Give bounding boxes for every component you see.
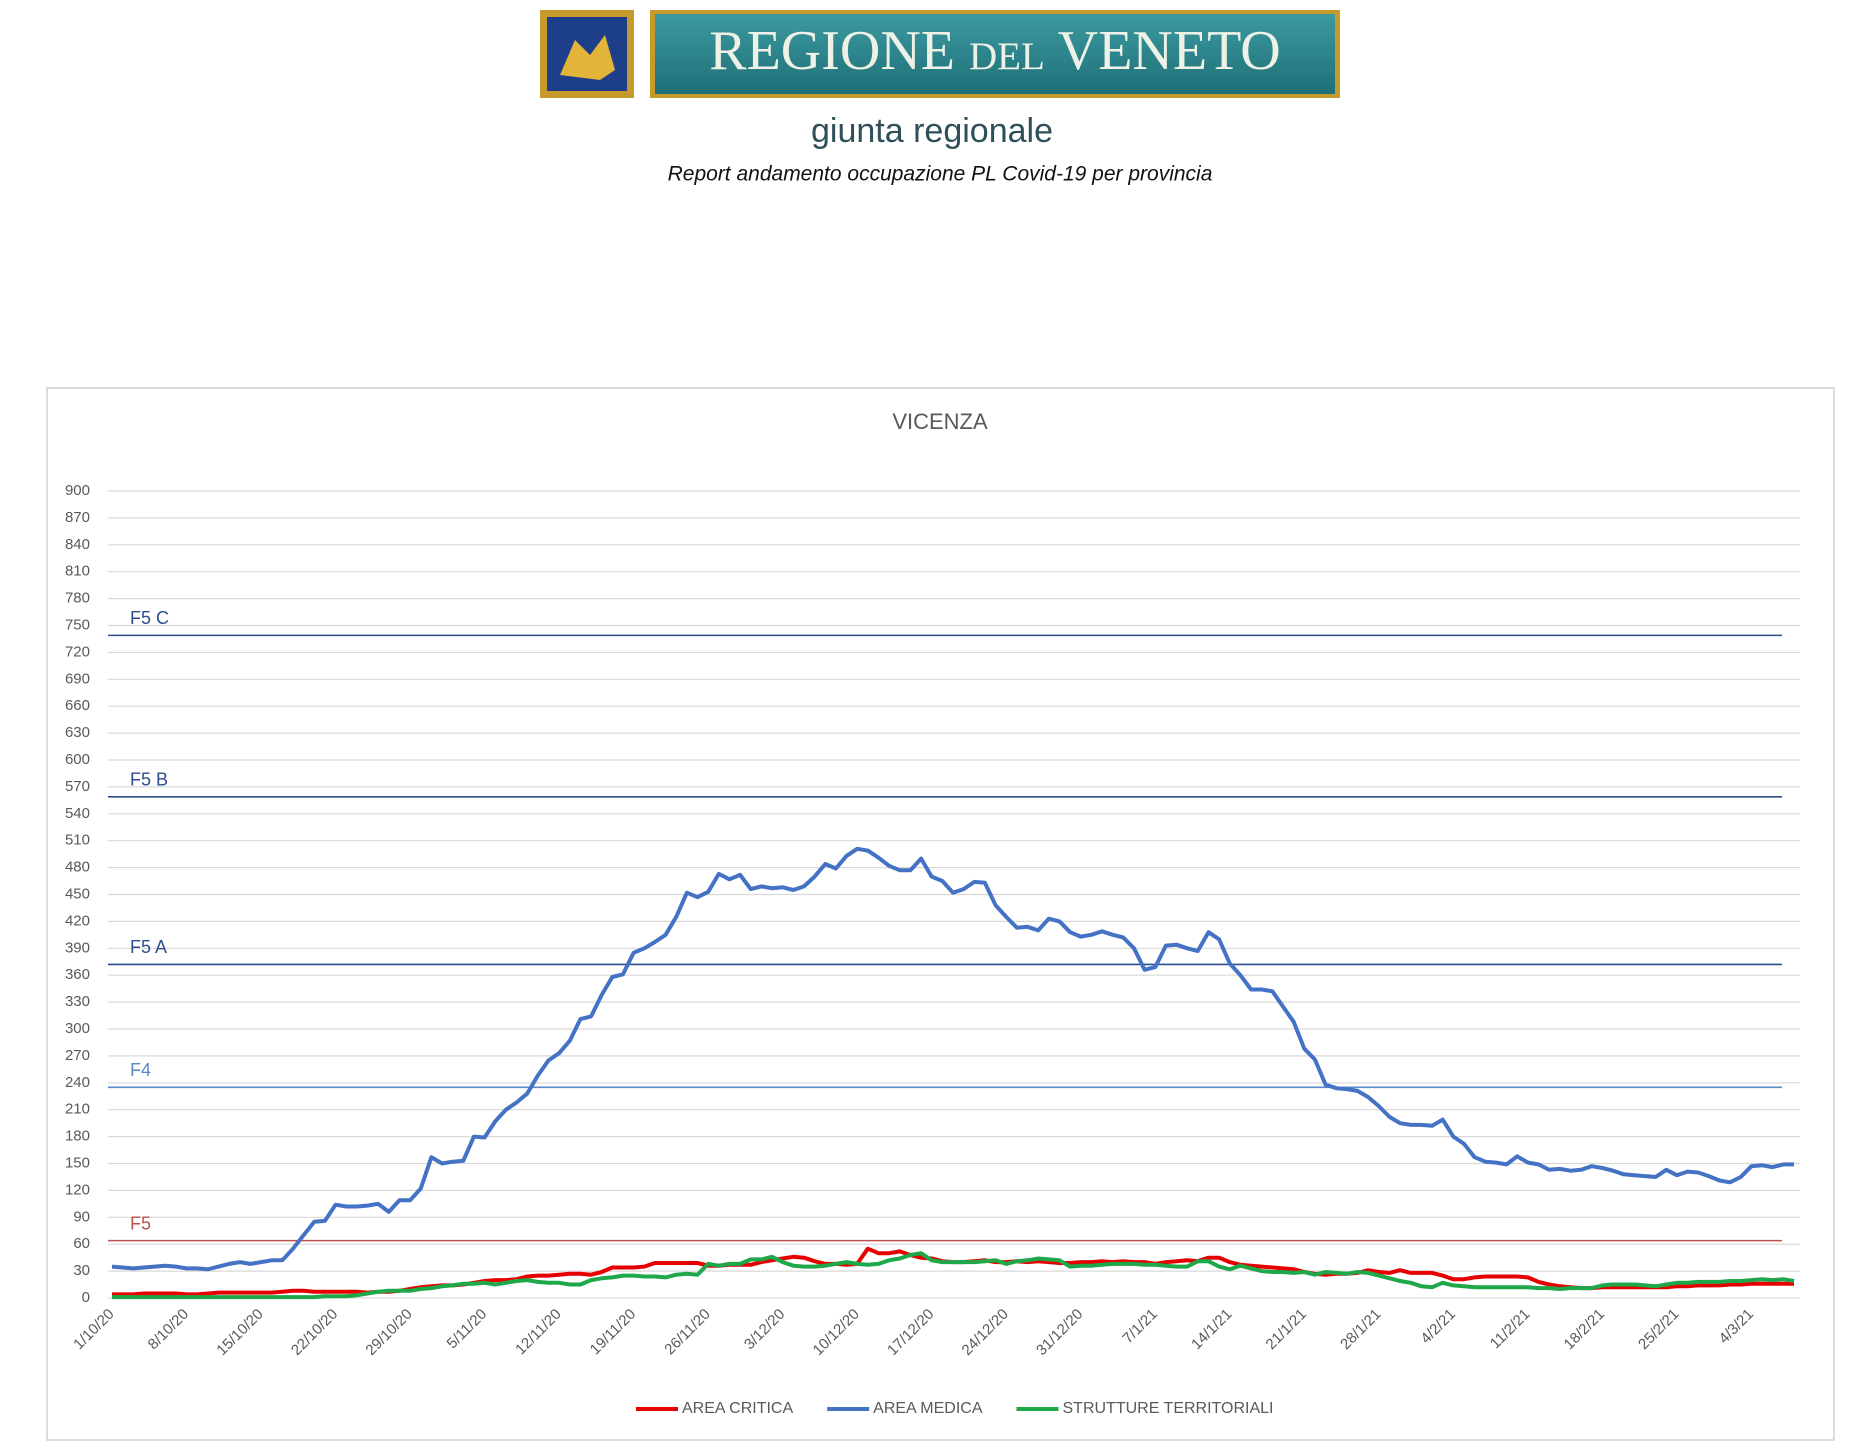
y-tick-label: 630: [65, 724, 90, 741]
report-title: Report andamento occupazione PL Covid-19…: [668, 163, 1213, 186]
y-tick-label: 900: [65, 482, 90, 499]
y-tick-label: 690: [65, 670, 90, 687]
y-tick-label: 570: [65, 778, 90, 795]
reference-label: F5: [130, 1213, 151, 1233]
y-tick-label: 750: [65, 616, 90, 633]
y-tick-label: 510: [65, 832, 90, 849]
y-tick-label: 180: [65, 1128, 90, 1145]
y-tick-label: 540: [65, 805, 90, 822]
reference-label: F5 A: [130, 937, 167, 957]
y-tick-label: 870: [65, 509, 90, 526]
y-tick-label: 210: [65, 1101, 90, 1118]
logo: REGIONE del VENETO: [540, 10, 1340, 98]
logo-text: REGIONE del VENETO: [709, 20, 1280, 82]
y-tick-label: 120: [65, 1181, 90, 1198]
subtitle: giunta regionale: [811, 112, 1053, 150]
legend-label: AREA MEDICA: [873, 1400, 983, 1417]
reference-label: F5 C: [130, 608, 169, 628]
y-tick-label: 270: [65, 1047, 90, 1064]
y-tick-label: 720: [65, 643, 90, 660]
y-tick-label: 90: [73, 1208, 90, 1225]
legend: AREA CRITICA AREA MEDICA STRUTTURE TERRITO…: [636, 1400, 1273, 1417]
y-tick-label: 0: [82, 1289, 90, 1306]
chart-frame: [46, 387, 1835, 1441]
y-tick-label: 300: [65, 1020, 90, 1037]
reference-label: F5 B: [130, 770, 168, 790]
y-tick-label: 810: [65, 563, 90, 580]
y-tick-label: 420: [65, 912, 90, 929]
y-tick-label: 660: [65, 697, 90, 714]
y-tick-label: 60: [73, 1235, 90, 1252]
reference-label: F4: [130, 1060, 151, 1080]
series-line: [111, 846, 1794, 1272]
legend-label: STRUTTURE TERRITORIALI: [1063, 1400, 1274, 1417]
y-tick-label: 390: [65, 939, 90, 956]
y-tick-label: 360: [65, 966, 90, 983]
y-tick-label: 330: [65, 993, 90, 1010]
y-tick-label: 840: [65, 536, 90, 553]
logo-lion: [560, 35, 615, 80]
logo-banner: [655, 14, 1335, 94]
y-tick-label: 450: [65, 885, 90, 902]
legend-label: AREA CRITICA: [682, 1400, 793, 1417]
y-tick-label: 780: [65, 590, 90, 607]
series-line: [112, 1251, 1795, 1300]
y-tick-label: 480: [65, 859, 90, 876]
y-tick-label: 150: [65, 1154, 90, 1171]
y-tick-label: 600: [65, 751, 90, 768]
y-tick-label: 240: [65, 1074, 90, 1091]
y-tick-label: 30: [73, 1262, 90, 1279]
chart-title: VICENZA: [892, 409, 988, 434]
